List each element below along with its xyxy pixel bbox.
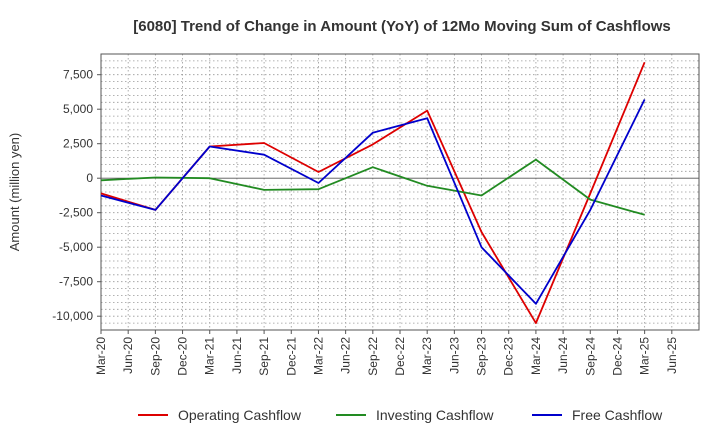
y-tick-label: 7,500 [63,68,93,82]
x-tick-label: Jun-21 [230,337,244,374]
x-tick-label: Sep-20 [148,337,162,376]
y-tick-label: -7,500 [59,275,93,289]
series-line-investing-cashflow [100,158,645,216]
y-tick-label: -2,500 [59,206,93,220]
chart-title: [6080] Trend of Change in Amount (YoY) o… [133,18,671,35]
x-tick-label: Dec-20 [176,337,190,376]
y-tick-label: 2,500 [63,137,93,151]
x-tick-label: Jun-24 [556,337,570,374]
x-tick-label: Mar-21 [203,337,217,375]
legend: Operating Cashflow Investing Cashflow Free… [138,407,663,423]
series-line-operating-cashflow [100,61,646,325]
x-tick-label: Jun-23 [447,337,461,374]
x-axis-ticks: Mar-20 Jun-20 Sep-20 Dec-20 Mar-21 Jun-21 Sep-… [94,330,679,376]
y-tick-label: 5,000 [63,102,93,116]
series-line-free-cashflow [100,99,646,305]
y-tick-label: 0 [86,171,93,185]
x-tick-label: Mar-25 [638,337,652,375]
x-tick-label: Mar-23 [420,337,434,375]
y-tick-label: -10,000 [52,309,93,323]
y-axis-ticks: 7,500 5,000 2,500 0 -2,500 -5,000 -7,500 -10,00… [52,68,101,323]
series-lines [100,61,646,325]
legend-label: Free Cashflow [572,407,663,423]
y-tick-label: -5,000 [59,240,93,254]
grid-lines [101,54,699,330]
x-tick-label: Jun-22 [339,337,353,374]
x-tick-label: Mar-22 [311,337,325,375]
x-tick-label: Sep-22 [366,337,380,376]
legend-label: Operating Cashflow [178,407,302,423]
y-axis-label: Amount (million yen) [7,133,22,252]
x-tick-label: Sep-21 [257,337,271,376]
x-tick-label: Dec-21 [284,337,298,376]
x-tick-label: Jun-25 [665,337,679,374]
x-tick-label: Mar-20 [94,337,108,375]
x-tick-label: Mar-24 [529,337,543,375]
x-tick-label: Sep-23 [475,337,489,376]
x-tick-label: Dec-22 [393,337,407,376]
x-tick-label: Dec-24 [610,337,624,376]
x-tick-label: Sep-24 [583,337,597,376]
x-tick-label: Dec-23 [502,337,516,376]
x-tick-label: Jun-20 [121,337,135,374]
legend-label: Investing Cashflow [376,407,494,423]
